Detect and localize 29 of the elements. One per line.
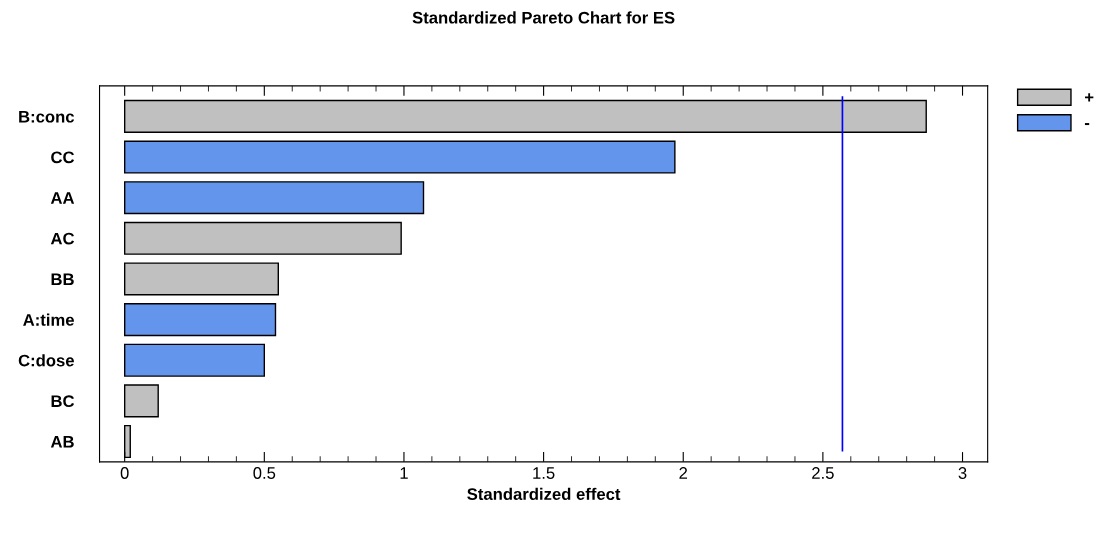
y-tick-label: CC: [51, 151, 75, 164]
bar: [123, 181, 425, 215]
x-axis-title: Standardized effect: [467, 487, 621, 501]
bar: [123, 303, 277, 337]
x-tick-label: 1: [400, 467, 408, 479]
y-tick-label: AA: [50, 192, 75, 204]
y-tick-label: BC: [51, 395, 75, 408]
bar: [123, 99, 927, 133]
y-tick-label: A:time: [23, 313, 74, 326]
y-tick-label: AC: [50, 232, 75, 245]
y-tick-label: AB: [50, 436, 74, 448]
x-tick-label: 3: [958, 467, 967, 479]
y-tick-label: BB: [51, 273, 74, 285]
bar: [123, 384, 159, 418]
bar: [123, 424, 131, 459]
y-tick-label: C:dose: [18, 354, 74, 367]
bar: [123, 140, 676, 174]
x-tick-label: 2: [679, 467, 688, 479]
x-tick-label: 0: [120, 467, 129, 479]
chart-title: Standardized Pareto Chart for ES: [412, 11, 675, 24]
x-tick-label: 0.5: [253, 467, 276, 479]
bar: [123, 343, 266, 377]
y-tick-label: B:conc: [19, 110, 75, 123]
bar: [123, 262, 279, 296]
x-tick-label: 2.5: [812, 467, 834, 479]
bar: [123, 221, 402, 255]
legend-label: +: [1085, 93, 1094, 102]
x-tick-label: 1.5: [533, 467, 555, 479]
legend-label: -: [1084, 123, 1090, 126]
